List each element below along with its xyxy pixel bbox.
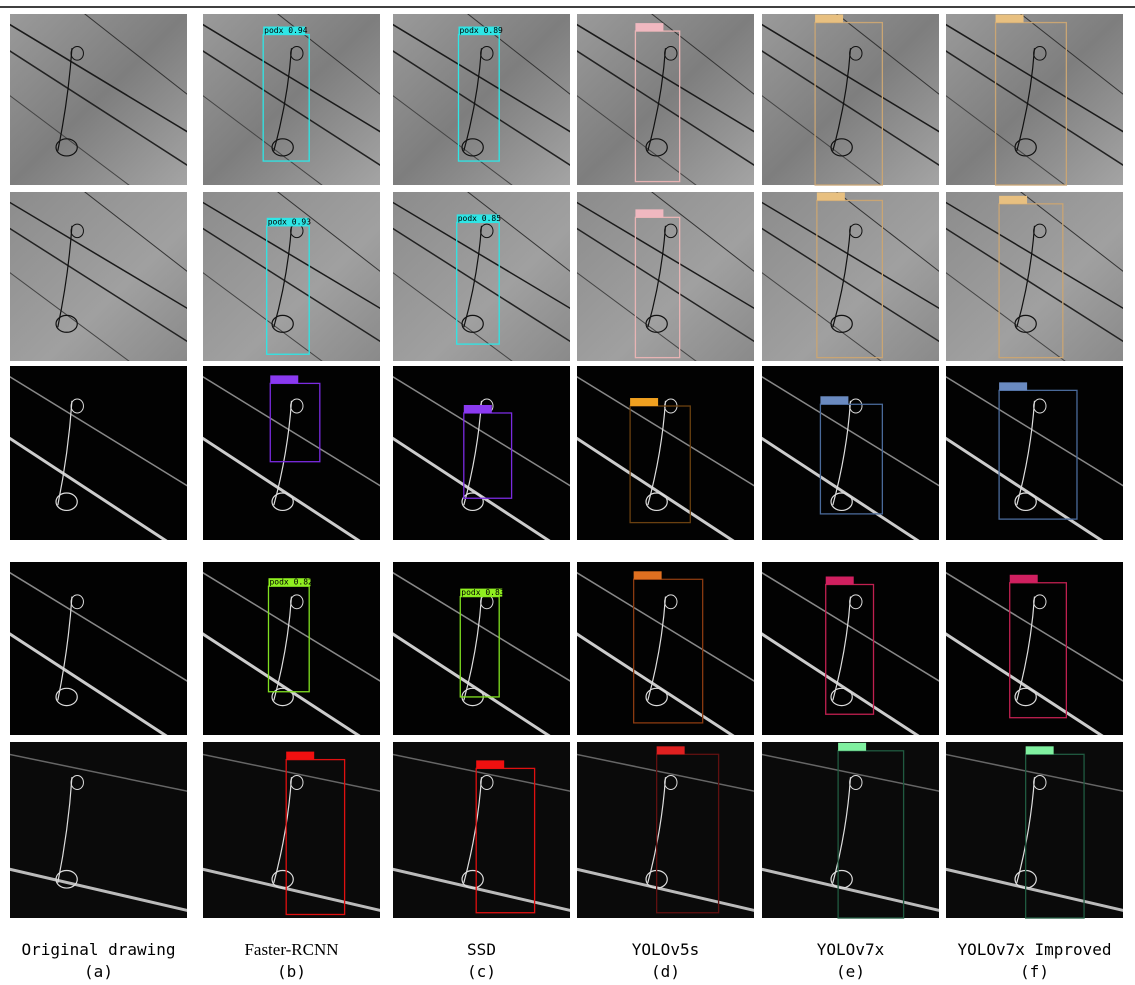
photo-background [393, 366, 570, 540]
image-panel [185, 742, 397, 918]
image-panel [744, 562, 956, 761]
image-panel [0, 742, 205, 918]
label-tag [815, 15, 843, 23]
column-title: YOLOv5s [632, 940, 699, 959]
image-panel [375, 742, 587, 918]
photo-background [393, 14, 570, 185]
photo-background [577, 742, 754, 918]
photo-background [10, 742, 187, 918]
column-letter: (d) [651, 962, 680, 981]
label-tag [999, 382, 1027, 390]
photo-background [203, 366, 380, 540]
box-label: podx 0.93 [268, 217, 312, 226]
photo-background [577, 14, 754, 185]
label-tag [820, 396, 848, 404]
label-tag [817, 192, 845, 200]
box-label: podx 0.85 [458, 214, 502, 223]
image-panel [0, 562, 205, 761]
box-label: podx 0.82 [269, 578, 313, 587]
column-letter: (c) [467, 962, 496, 981]
image-panel [559, 366, 771, 566]
box-label: podx 0.89 [459, 26, 503, 35]
photo-background [762, 14, 939, 185]
label-tag [464, 405, 492, 413]
image-panel: podx 0.85 [375, 175, 587, 378]
photo-background [203, 14, 380, 185]
column-title: Faster-RCNN [244, 940, 338, 959]
label-tag [826, 576, 854, 584]
photo-background [203, 742, 380, 918]
photo-background [10, 192, 187, 361]
image-panel [744, 366, 956, 566]
image-panel [559, 742, 771, 918]
image-panel [559, 562, 771, 761]
label-tag [634, 571, 662, 579]
column-title: SSD [467, 940, 496, 959]
image-panel: podx 0.94 [185, 0, 397, 202]
label-tag [286, 752, 314, 760]
photo-background [946, 14, 1123, 185]
photo-background [946, 192, 1123, 361]
image-panel [0, 366, 205, 566]
photo-background [762, 562, 939, 735]
photo-background [946, 366, 1123, 540]
image-panel [928, 366, 1135, 566]
photo-background [762, 742, 939, 918]
image-panel [928, 175, 1135, 378]
photo-background [946, 562, 1123, 735]
image-panel: podx 0.82 [185, 562, 397, 761]
label-tag [630, 398, 658, 406]
image-panel [0, 0, 205, 202]
label-tag [476, 760, 504, 768]
image-panel [375, 366, 587, 566]
column-letter: (f) [1020, 962, 1049, 981]
label-tag [657, 746, 685, 754]
column-title: YOLOv7x Improved [957, 940, 1111, 959]
photo-background [10, 366, 187, 540]
image-panel: podx 0.89 [375, 0, 587, 202]
column-letter: (b) [277, 962, 306, 981]
column-title: Original drawing [21, 940, 175, 959]
image-panel [928, 742, 1135, 918]
label-tag [996, 15, 1024, 23]
column-title: YOLOv7x [817, 940, 885, 959]
photo-background [577, 562, 754, 735]
image-panel [559, 0, 771, 202]
label-tag [635, 209, 663, 217]
image-panel [744, 175, 956, 378]
label-tag [999, 196, 1027, 204]
box-label: podx 0.83 [461, 588, 505, 597]
image-panel [928, 562, 1135, 761]
image-panel [559, 175, 771, 378]
image-panel [744, 742, 956, 918]
photo-background [10, 562, 187, 735]
photo-background [946, 742, 1123, 918]
photo-background [10, 14, 187, 185]
image-panel [928, 0, 1135, 202]
photo-background [203, 562, 380, 735]
image-panel [0, 175, 205, 378]
column-letter: (a) [84, 962, 113, 981]
image-panel: podx 0.83 [375, 562, 587, 761]
image-panel [744, 0, 956, 202]
label-tag [635, 23, 663, 31]
figure: podx 0.94 podx 0.89 podx 0.93 podx 0.85 podx… [0, 0, 1135, 985]
label-tag [838, 743, 866, 751]
label-tag [1010, 575, 1038, 583]
image-panel: podx 0.93 [185, 175, 397, 378]
column-letter: (e) [836, 962, 865, 981]
label-tag [1026, 746, 1054, 754]
label-tag [270, 375, 298, 383]
image-panel [185, 366, 397, 566]
box-label: podx 0.94 [264, 26, 308, 35]
photo-background [762, 192, 939, 361]
photo-background [577, 366, 754, 540]
